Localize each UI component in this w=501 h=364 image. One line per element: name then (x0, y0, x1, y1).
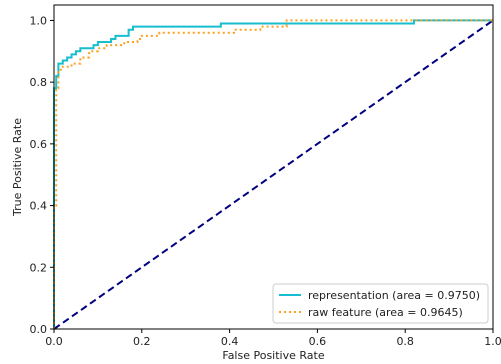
y-axis-ticks: 0.0 0.2 0.4 0.6 0.8 1.0 (30, 14, 54, 336)
axes-frame (53, 4, 494, 330)
series-line-representation (53, 19, 493, 329)
x-tick-label: 0.4 (221, 335, 239, 348)
x-tick-label: 0.6 (309, 335, 327, 348)
series-line-raw-feature (53, 19, 493, 329)
y-tick-label: 0.6 (30, 138, 48, 151)
y-tick-label: 0.8 (30, 76, 48, 89)
y-tick-label: 1.0 (30, 14, 48, 27)
x-tick-label: 0.0 (45, 335, 63, 348)
series-layer (53, 19, 494, 330)
x-tick-label: 1.0 (484, 335, 501, 348)
x-tick-label: 0.8 (396, 335, 414, 348)
y-tick-label: 0.2 (30, 261, 48, 274)
legend-label-representation: representation (area = 0.9750) (308, 289, 480, 302)
legend-box (272, 283, 489, 324)
x-axis-label: False Positive Rate (222, 349, 324, 362)
diagonal-reference-line (53, 19, 494, 330)
x-axis-ticks: 0.0 0.2 0.4 0.6 0.8 1.0 (45, 329, 501, 348)
y-tick-label: 0.0 (30, 323, 48, 336)
x-tick-label: 0.2 (133, 335, 151, 348)
y-axis-label: True Positive Rate (11, 118, 24, 217)
legend-label-raw-feature: raw feature (area = 0.9645) (308, 306, 463, 319)
legend: representation (area = 0.9750) raw featu… (272, 283, 489, 324)
y-tick-label: 0.4 (30, 200, 48, 213)
